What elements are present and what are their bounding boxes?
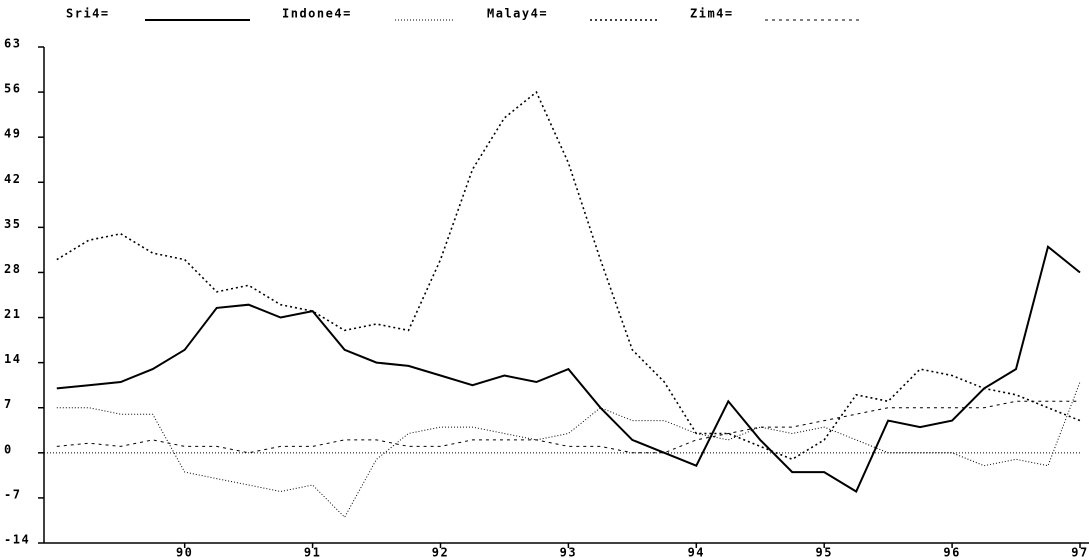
x-tick-label: 96 bbox=[943, 546, 960, 560]
x-tick-label: 93 bbox=[560, 546, 577, 560]
x-tick-label: 91 bbox=[304, 546, 321, 560]
x-tick-label: 90 bbox=[176, 546, 193, 560]
y-tick-label: 14 bbox=[4, 352, 21, 366]
series-line bbox=[56, 244, 1081, 493]
y-tick-label: 42 bbox=[4, 172, 21, 186]
legend-label: Zim4= bbox=[690, 7, 734, 21]
y-tick-label: 21 bbox=[4, 307, 21, 321]
series-line bbox=[56, 381, 1081, 519]
legend-label: Malay4= bbox=[487, 7, 548, 21]
y-tick-label: -14 bbox=[4, 533, 30, 547]
x-tick-label: 95 bbox=[815, 546, 832, 560]
x-tick-label: 97 bbox=[1071, 546, 1088, 560]
y-tick-label: 49 bbox=[4, 127, 21, 141]
x-tick-label: 94 bbox=[688, 546, 705, 560]
y-tick-label: 63 bbox=[4, 37, 21, 51]
y-tick-label: -7 bbox=[4, 487, 21, 501]
legend-label: Indone4= bbox=[282, 7, 352, 21]
series-line bbox=[56, 400, 1080, 454]
y-tick-label: 35 bbox=[4, 217, 21, 231]
y-tick-label: 56 bbox=[4, 82, 21, 96]
series-line bbox=[56, 90, 1081, 461]
y-tick-label: 28 bbox=[4, 262, 21, 276]
x-tick-label: 92 bbox=[432, 546, 449, 560]
y-tick-label: 0 bbox=[4, 442, 13, 456]
legend-label: Sri4= bbox=[66, 7, 110, 21]
y-tick-label: 7 bbox=[4, 397, 13, 411]
